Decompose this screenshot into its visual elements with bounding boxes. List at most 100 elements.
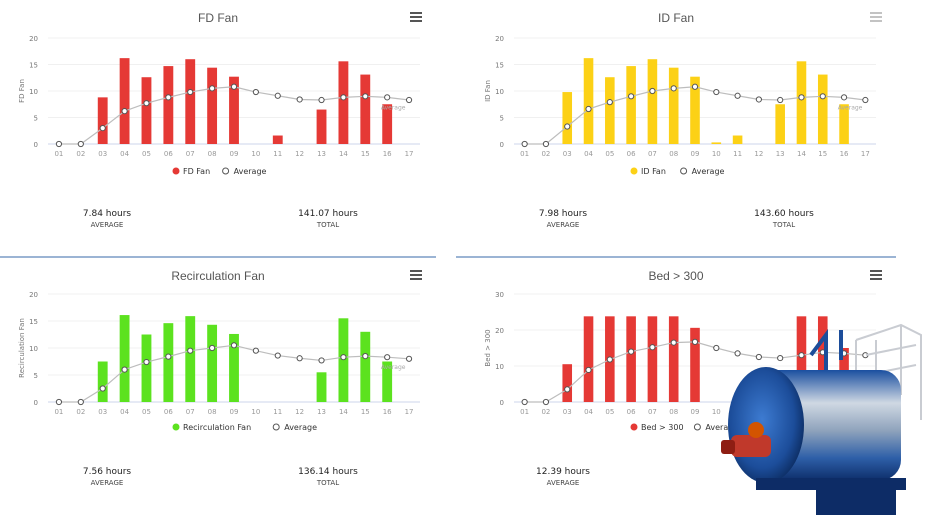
total-stat: 141.07 hours TOTAL [268,209,388,229]
x-tick-label: 01 [520,150,529,158]
x-tick-label: 05 [605,408,614,416]
average-point [542,398,550,406]
hamburger-menu-icon[interactable] [410,270,422,280]
average-annotation: Average [838,104,863,111]
average-point [77,140,84,148]
bar [690,327,700,402]
legend-average-icon [272,423,280,431]
average-value: 7.56 hours [82,467,132,477]
x-tick-label: 03 [563,408,572,416]
bar [185,59,196,145]
bar [360,74,371,144]
average-point [521,398,528,406]
burner [721,422,771,457]
bar [668,67,679,144]
bar [796,61,807,144]
average-point [405,355,413,362]
y-tick-label: 0 [34,141,38,149]
chart-panel-recirculation-fan: Recirculation Fan Recirculation Fan 0 5 10 15… [0,256,436,496]
x-tick-label: 09 [230,150,239,158]
boiler-illustration [721,323,922,515]
y-tick-label: 0 [34,399,38,407]
x-tick-label: 05 [142,408,151,416]
legend-series-icon [172,167,180,175]
average-annotation: Average [381,364,406,371]
x-tick-label: 03 [98,150,107,158]
y-axis-label: ID Fan [484,80,492,102]
legend-average-icon [222,167,230,175]
average-point [143,100,150,107]
average-point [798,94,805,101]
average-point [713,88,720,96]
average-label: AVERAGE [90,479,124,487]
x-tick-label: 06 [164,150,173,158]
y-tick-label: 0 [500,141,504,149]
average-point [670,85,677,92]
average-point [649,344,656,351]
average-point [755,353,762,361]
x-tick-label: 09 [691,150,700,158]
y-tick-label: 10 [495,363,504,371]
average-point [274,92,281,99]
average-point [819,93,826,100]
average-point [99,125,106,132]
average-point [691,338,699,345]
bar [163,323,174,402]
average-value: 7.98 hours [538,209,588,219]
y-tick-label: 15 [29,318,38,326]
x-tick-label: 16 [840,150,849,158]
average-point [840,94,848,101]
bar [119,58,130,144]
average-point [121,108,128,115]
x-tick-label: 15 [361,408,370,416]
y-tick-label: 20 [495,327,504,335]
bar [316,372,327,402]
average-value: 12.39 hours [536,467,590,477]
y-tick-label: 20 [29,291,38,299]
x-tick-label: 01 [520,408,529,416]
average-point [121,366,128,373]
bar [839,104,849,144]
bar [272,135,283,144]
bar [668,316,679,402]
y-tick-label: 20 [29,35,38,43]
bar [626,66,636,144]
chart-title: FD Fan [198,11,238,25]
bar [562,364,573,402]
bar [817,74,828,144]
average-point [165,353,172,360]
bar [562,92,573,144]
y-axis-label: Recirculation Fan [18,318,26,378]
average-point [340,94,347,101]
average-point [628,93,635,100]
average-point [209,85,216,92]
x-tick-label: 15 [361,150,370,158]
x-tick-label: 02 [76,150,85,158]
average-point [777,354,784,362]
y-tick-label: 5 [34,115,38,123]
average-point [755,96,762,103]
average-point [55,140,63,148]
total-value: 136.14 hours [298,467,358,477]
total-stat: 143.60 hours TOTAL [724,209,844,229]
bar [711,142,722,144]
x-tick-label: 04 [120,150,129,158]
hamburger-menu-icon[interactable] [410,12,422,22]
x-tick-label: 12 [754,150,763,158]
bar [207,67,218,144]
y-tick-label: 15 [29,62,38,70]
average-point [318,357,325,364]
x-tick-label: 14 [339,408,348,416]
hamburger-menu-icon[interactable] [870,270,882,280]
x-tick-label: 01 [54,408,63,416]
bar [207,324,218,402]
average-point [362,353,369,360]
hamburger-menu-icon[interactable] [870,12,882,22]
boiler-base [756,478,906,515]
bar [141,334,152,402]
average-point [252,88,259,96]
x-tick-label: 09 [230,408,239,416]
x-tick-label: 17 [405,408,414,416]
average-point [318,96,325,104]
